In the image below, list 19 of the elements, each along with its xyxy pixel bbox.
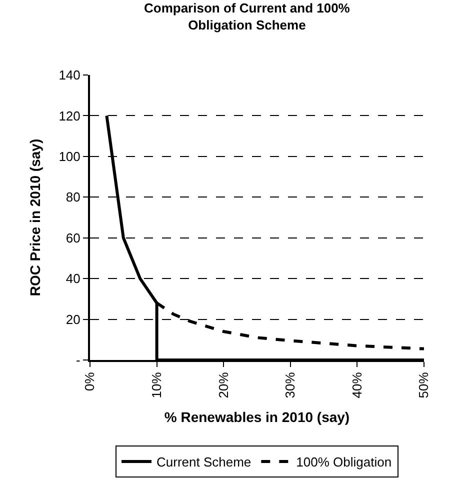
x-axis-title: % Renewables in 2010 (say) [164,409,350,426]
y-tick-label: 60 [66,230,80,246]
y-tick-label: 100 [58,148,80,164]
x-tick-label: 0% [82,372,98,391]
legend-label: Current Scheme [156,454,252,470]
chart-title: Comparison of Current and 100% Obligation Scheme [144,0,350,32]
legend-label: 100% Obligation [296,454,392,470]
x-tick-label: 30% [282,372,298,398]
y-tick-label: 20 [66,312,80,327]
y-tick-label: - [76,352,80,368]
y-tick-label: 80 [66,190,80,205]
y-tick-label: 40 [66,271,80,286]
y-tick-label: 120 [58,108,80,124]
y-tick-label: 140 [58,68,80,83]
x-tick-label: 40% [349,372,364,398]
x-tick-label: 20% [216,372,231,398]
x-tick-label: 10% [149,372,164,398]
y-axis-title: ROC Price in 2010 (say) [26,138,43,296]
x-tick-label: 50% [416,372,432,398]
